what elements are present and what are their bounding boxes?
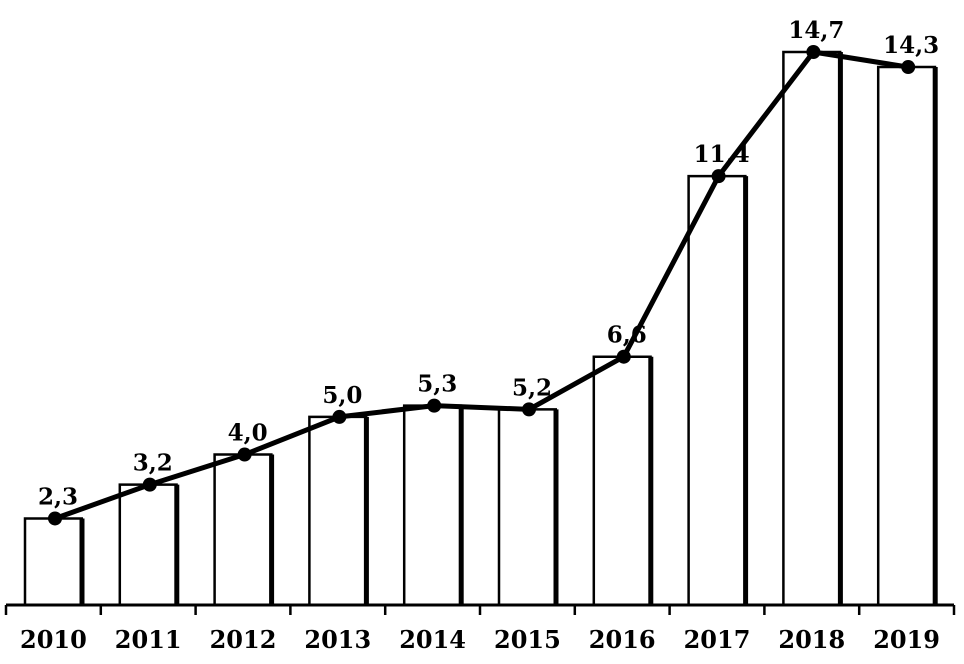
bar-2010	[23, 517, 85, 605]
x-tick-label-2019: 2019	[873, 625, 940, 654]
data-label-2016: 6,6	[607, 322, 647, 349]
bar-fill	[309, 416, 368, 605]
x-axis	[4, 603, 956, 615]
bar-outline	[213, 453, 273, 605]
bar-outline	[687, 174, 747, 605]
bar-outline	[592, 355, 652, 605]
x-tick-label-2014: 2014	[399, 625, 466, 654]
bar-outline	[876, 65, 937, 605]
bar-fill	[688, 176, 747, 605]
marker-2011	[142, 477, 157, 492]
bar-2015	[497, 408, 559, 605]
tick-labels-group: 2010 2011 2012 2013 2014 2015 2016 2017 2018 2019	[20, 625, 940, 654]
bar-fill	[593, 356, 652, 605]
x-tick-label-2016: 2016	[589, 625, 656, 654]
data-label-2011: 3,2	[133, 450, 173, 477]
marker-2017	[711, 169, 726, 184]
x-tick-label-2017: 2017	[684, 625, 751, 654]
bar-outline	[23, 517, 83, 605]
bar-2012	[213, 453, 275, 605]
data-label-2010: 2,3	[38, 483, 78, 510]
trend-line	[54, 49, 909, 521]
bar-2016	[592, 355, 654, 605]
data-label-2012: 4,0	[228, 420, 268, 447]
marker-2015	[522, 402, 536, 417]
data-labels-group: 2,3 3,2 4,0 5,0 5,3 5,2 6,6 11,4 14,7 14,3	[38, 17, 939, 510]
bar-2011	[118, 483, 180, 605]
data-label-2018: 14,7	[788, 17, 844, 44]
bar-2013	[308, 415, 369, 605]
bar-fill	[214, 454, 273, 605]
data-label-2013: 5,0	[322, 382, 362, 409]
data-label-2014: 5,3	[417, 371, 457, 398]
data-label-2017: 11,4	[694, 141, 750, 168]
x-tick-label-2018: 2018	[778, 625, 845, 654]
marker-2013	[332, 409, 347, 424]
bars-group	[23, 50, 938, 606]
bar-fill	[404, 405, 463, 605]
bar-fill	[783, 52, 842, 605]
bar-2018	[782, 50, 843, 605]
bar-fill	[119, 484, 178, 605]
line-series-group	[48, 45, 916, 526]
marker-2018	[806, 45, 821, 59]
bar-fill	[25, 518, 83, 605]
bar-2019	[876, 65, 938, 606]
x-tick-label-2011: 2011	[115, 625, 182, 654]
bar-outline	[118, 483, 178, 605]
data-label-2015: 5,2	[512, 374, 552, 401]
marker-2019	[901, 60, 916, 75]
bar-2014	[402, 404, 464, 605]
x-tick-label-2010: 2010	[20, 625, 87, 654]
x-tick-label-2013: 2013	[304, 625, 371, 654]
marker-2014	[427, 398, 442, 413]
bar-2017	[687, 174, 749, 605]
marker-2016	[616, 349, 631, 364]
x-tick-label-2012: 2012	[210, 625, 277, 654]
marker-2012	[237, 447, 252, 462]
marker-2010	[48, 511, 62, 526]
data-label-2019: 14,3	[883, 32, 939, 59]
bar-fill	[878, 67, 937, 606]
x-tick-label-2015: 2015	[494, 625, 561, 654]
bar-fill	[499, 409, 557, 605]
